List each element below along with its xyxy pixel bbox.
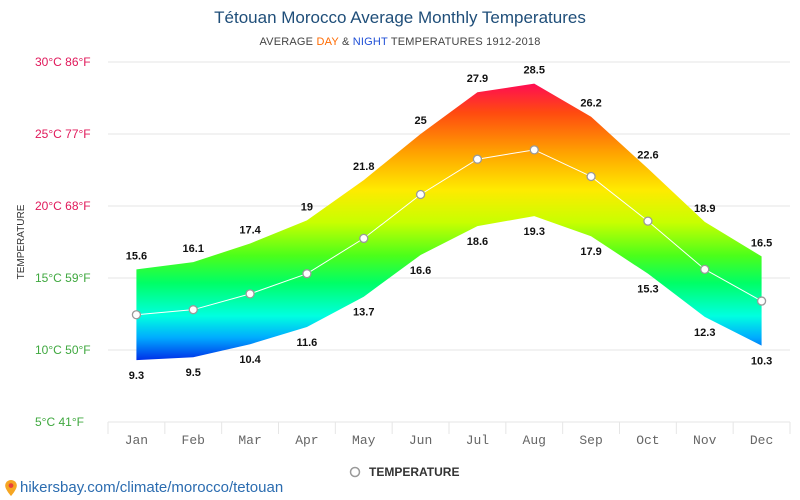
x-tick-label: Jan	[125, 433, 148, 448]
subtitle-prefix: AVERAGE	[259, 36, 317, 48]
night-value-label: 17.9	[580, 246, 601, 258]
night-value-label: 9.5	[186, 367, 201, 379]
subtitle-night: NIGHT	[352, 36, 388, 48]
average-temperature-point	[529, 145, 539, 155]
average-temperature-line	[136, 149, 762, 316]
day-value-label: 26.2	[580, 98, 601, 110]
average-temperature-point	[643, 216, 653, 226]
x-tick-label: Feb	[182, 433, 205, 448]
night-value-label: 12.3	[694, 327, 715, 339]
average-temperature-point	[131, 310, 142, 320]
night-value-label: 13.7	[353, 307, 374, 319]
y-tick-label: 5°C 41°F	[35, 415, 84, 429]
average-temperature-point	[472, 154, 483, 164]
chart-title: Tétouan Morocco Average Monthly Temperat…	[214, 8, 586, 27]
x-tick-label: Mar	[238, 433, 261, 448]
average-temperature-point	[586, 171, 596, 182]
footer-link[interactable]: hikersbay.com/climate/morocco/tetouan	[4, 479, 283, 496]
x-tick-label: May	[352, 433, 376, 448]
average-temperature-point	[188, 305, 198, 315]
footer-url[interactable]: hikersbay.com/climate/morocco/tetouan	[20, 479, 284, 496]
average-temperature-point	[756, 296, 767, 306]
x-tick-label: Oct	[636, 433, 659, 448]
x-tick-label: Dec	[750, 433, 773, 448]
x-tick-label: Nov	[693, 433, 717, 448]
day-value-label: 21.8	[353, 161, 374, 173]
average-temperature-point	[245, 289, 255, 299]
day-value-label: 16.5	[751, 237, 772, 249]
average-temperature-point	[302, 269, 312, 279]
day-value-label: 25	[414, 115, 426, 127]
night-value-label: 10.4	[239, 354, 261, 366]
y-tick-label: 10°C 50°F	[35, 343, 91, 357]
night-value-label: 15.3	[637, 284, 658, 296]
average-temperature-point	[359, 233, 369, 244]
day-value-label: 28.5	[524, 65, 545, 77]
subtitle-day: DAY	[316, 36, 339, 48]
average-temperature-point	[415, 189, 426, 200]
x-tick-label: Jul	[466, 433, 490, 448]
day-value-label: 19	[301, 201, 313, 213]
y-tick-label: 25°C 77°F	[35, 127, 91, 141]
night-value-label: 11.6	[297, 337, 318, 349]
x-tick-label: Apr	[295, 433, 318, 448]
y-tick-label: 20°C 68°F	[35, 199, 91, 213]
legend-marker	[349, 466, 361, 478]
y-tick-label: 30°C 86°F	[35, 55, 91, 69]
day-value-label: 22.6	[637, 150, 658, 162]
day-value-label: 27.9	[467, 73, 488, 85]
average-temperature-point	[700, 264, 710, 275]
x-tick-label: Jun	[409, 433, 432, 448]
x-tick-label: Sep	[579, 433, 602, 448]
subtitle-amp: &	[338, 36, 353, 48]
day-value-label: 15.6	[126, 250, 147, 262]
y-tick-label: 15°C 59°F	[35, 271, 91, 285]
x-tick-label: Aug	[523, 433, 546, 448]
night-value-label: 16.6	[410, 265, 431, 277]
subtitle-suffix: TEMPERATURES 1912-2018	[387, 36, 541, 48]
temperature-range-area	[136, 83, 762, 361]
night-value-label: 18.6	[467, 236, 488, 248]
day-value-label: 16.1	[183, 243, 204, 255]
map-pin-icon	[5, 479, 17, 496]
night-value-label: 9.3	[129, 370, 144, 382]
night-value-label: 10.3	[751, 356, 772, 368]
night-value-label: 19.3	[524, 226, 545, 238]
y-axis-title: TEMPERATURE	[16, 204, 27, 279]
day-value-label: 18.9	[694, 203, 715, 215]
chart-subtitle: AVERAGE DAY & NIGHT TEMPERATURES 1912-20…	[0, 36, 800, 48]
day-value-label: 17.4	[239, 224, 261, 236]
legend-label: TEMPERATURE	[369, 465, 459, 479]
